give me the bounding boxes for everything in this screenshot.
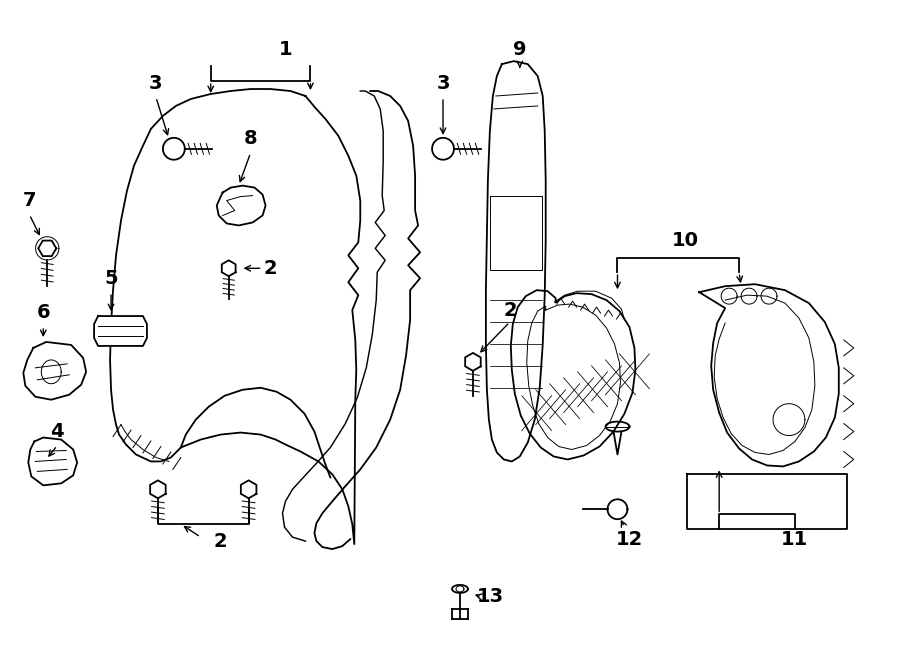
Polygon shape [241, 481, 256, 498]
Polygon shape [221, 260, 236, 276]
Text: 13: 13 [476, 588, 503, 606]
Polygon shape [110, 89, 360, 544]
Text: 9: 9 [513, 40, 526, 59]
Text: 5: 5 [104, 269, 118, 288]
Polygon shape [486, 61, 545, 461]
Polygon shape [94, 316, 147, 346]
Polygon shape [39, 241, 56, 256]
Text: 8: 8 [244, 130, 257, 148]
Polygon shape [23, 342, 86, 400]
Polygon shape [608, 499, 627, 519]
Text: 10: 10 [671, 231, 698, 250]
Text: 7: 7 [22, 191, 36, 210]
Text: 6: 6 [36, 303, 50, 322]
Polygon shape [28, 438, 77, 485]
Text: 11: 11 [781, 529, 808, 549]
Polygon shape [217, 186, 266, 225]
Polygon shape [699, 284, 839, 467]
Text: 3: 3 [149, 73, 163, 93]
Polygon shape [150, 481, 166, 498]
Text: 1: 1 [279, 40, 292, 59]
Polygon shape [511, 290, 635, 459]
Polygon shape [465, 353, 481, 371]
Text: 2: 2 [503, 301, 517, 319]
Text: 2: 2 [214, 531, 228, 551]
Text: 12: 12 [616, 529, 644, 549]
Text: 4: 4 [50, 422, 64, 441]
Text: 2: 2 [264, 258, 277, 278]
Text: 3: 3 [436, 73, 450, 93]
